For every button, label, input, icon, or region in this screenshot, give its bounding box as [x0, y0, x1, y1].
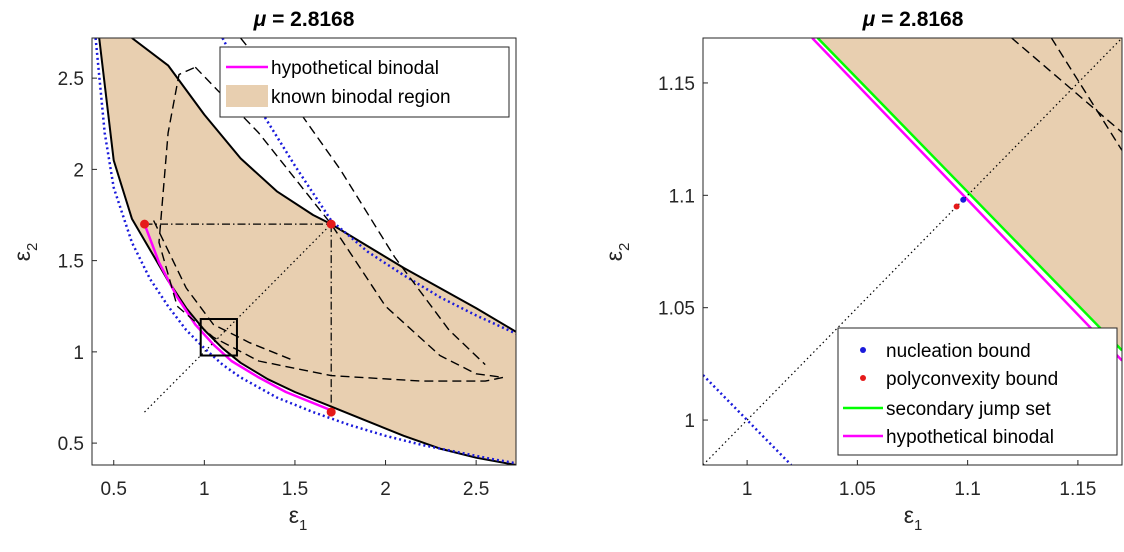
- data-point-7-0: [960, 196, 967, 203]
- x-tick-label: 1.1: [954, 479, 980, 500]
- y-tick-label: 2.5: [58, 69, 84, 90]
- legend-swatch-known-binodal-region: [226, 85, 268, 107]
- left-legend-box: [219, 46, 510, 118]
- series-line-2: [131, 38, 516, 333]
- left-axes-box: [91, 37, 517, 466]
- y-tick-label: 1: [684, 411, 695, 432]
- y-tick-label: 0.5: [58, 434, 84, 455]
- data-point-12-1: [326, 219, 336, 229]
- y-tick-label: 1: [73, 343, 84, 364]
- legend-label: secondary jump set: [886, 399, 1051, 420]
- y-tick-label: 1.15: [658, 74, 695, 95]
- binodal-region-fill: [99, 38, 516, 465]
- zoom-box: [199, 318, 238, 357]
- right-axes-box: [702, 37, 1123, 466]
- right-ylabel: ε2: [601, 243, 633, 262]
- data-point-12-2: [326, 407, 336, 417]
- legend-swatch-polyconvexity-bound: [860, 375, 866, 381]
- y-tick-label: 2: [73, 160, 84, 181]
- series-line-1: [98, 38, 516, 465]
- x-tick-label: 1.5: [282, 479, 308, 500]
- right-legend-box: [837, 327, 1118, 456]
- x-tick-label: 1.15: [1059, 479, 1096, 500]
- legend-label: hypothetical binodal: [886, 427, 1054, 448]
- left-legend: hypothetical binodal known binodal regio…: [219, 46, 510, 118]
- left-ticks: 0.5 1 1.5 2 2.5 0.5 1 1.5 2 2.5: [58, 69, 490, 500]
- x-tick-label: 1: [742, 479, 753, 500]
- data-point-8-0: [953, 203, 960, 210]
- right-legend: nucleation bound polyconvexity bound sec…: [837, 327, 1118, 456]
- left-xlabel: ε1: [289, 502, 308, 534]
- y-tick-label: 1.1: [669, 186, 695, 207]
- right-title: μ = 2.8168: [862, 8, 964, 31]
- legend-swatch-nucleation-bound: [860, 347, 866, 353]
- x-tick-label: 1: [199, 479, 210, 500]
- series-line-5: [1011, 38, 1122, 133]
- series-line-1: [816, 38, 1122, 352]
- legend-label: polyconvexity bound: [886, 369, 1058, 390]
- x-tick-label: 2.5: [463, 479, 489, 500]
- data-point-12-0: [140, 219, 150, 229]
- series-line-8: [152, 220, 296, 362]
- left-title: μ = 2.8168: [253, 8, 355, 31]
- right-panel: 1 1.05 1.1 1.15 1 1.05 1.1 1.15 μ = 2.8168 ε1 ε…: [601, 8, 1123, 534]
- right-ticks: 1 1.05 1.1 1.15 1 1.05 1.1 1.15: [658, 74, 1096, 500]
- left-panel: 0.5 1 1.5 2 2.50.511.522.5 μ = 2.8168 ε1 ε2 …: [9, 8, 517, 534]
- series-line-6: [1050, 38, 1122, 151]
- left-ylabel: ε2: [9, 243, 41, 262]
- y-tick-label: 1.05: [658, 299, 695, 320]
- series-line-4: [221, 38, 516, 335]
- x-tick-label: 0.5: [101, 479, 127, 500]
- legend-label: known binodal region: [271, 87, 451, 108]
- series-line-9: [144, 223, 332, 413]
- right-plot-area: [703, 38, 1122, 465]
- series-line-4: [703, 38, 1122, 465]
- x-tick-label: 1.05: [839, 479, 876, 500]
- series-line-3: [703, 374, 793, 465]
- legend-label: nucleation bound: [886, 341, 1031, 362]
- series-line-6: [158, 66, 504, 382]
- legend-label: hypothetical binodal: [271, 58, 439, 79]
- y-tick-label: 1.5: [58, 252, 84, 273]
- x-tick-label: 2: [380, 479, 391, 500]
- right-xlabel: ε1: [904, 502, 923, 534]
- series-line-5: [143, 223, 332, 412]
- series-line-2: [811, 38, 1122, 362]
